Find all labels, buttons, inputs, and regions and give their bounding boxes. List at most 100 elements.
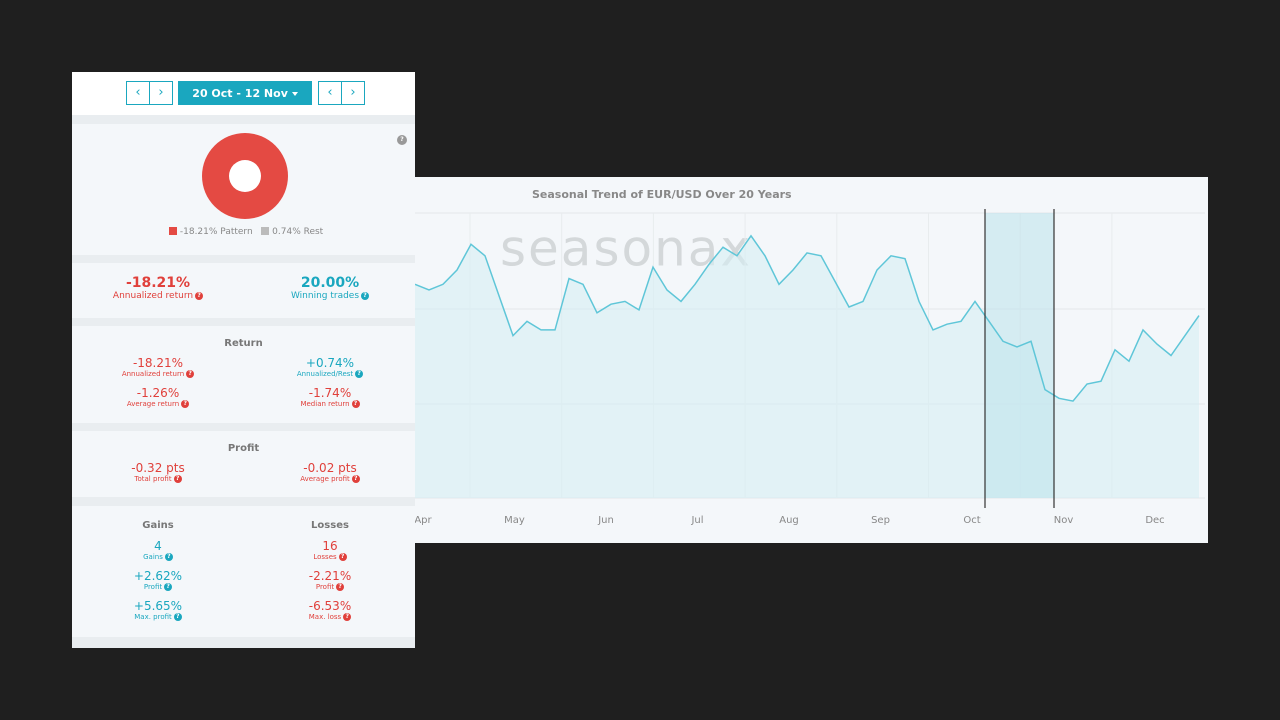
stat-label-text: Total profit <box>134 475 172 483</box>
prev-button[interactable]: ‹ <box>318 81 342 105</box>
stat-label-text: Profit <box>143 583 163 591</box>
stats-panel: ‹ › 20 Oct - 12 Nov ‹ › ? -18.21% Patter… <box>72 72 415 648</box>
stat: 16 Losses? <box>244 539 416 561</box>
help-icon[interactable]: ? <box>361 291 370 300</box>
x-tick-label: Jun <box>597 515 614 526</box>
stat-value: -2.21% <box>308 569 352 583</box>
stat-label-text: Winning trades <box>290 291 360 301</box>
stat-label-text: Annualized return <box>112 291 194 301</box>
help-icon[interactable]: ? <box>351 400 360 408</box>
stat: +5.65% Max. profit? <box>72 599 244 621</box>
legend-label: 0.74% Rest <box>272 227 324 237</box>
stat-label: Total profit? <box>72 475 244 483</box>
stat-label: Annualized return? <box>72 291 244 301</box>
gains-losses-section: Gains Losses 4 Gains? 16 Losses? +2.62% Profit?… <box>72 506 415 637</box>
help-icon[interactable]: ? <box>397 135 407 145</box>
stat-label: Winning trades? <box>244 291 416 301</box>
nav-bar: ‹ › 20 Oct - 12 Nov ‹ › <box>72 72 415 115</box>
stat-label-text: Average profit <box>300 475 350 483</box>
help-icon[interactable]: ? <box>173 475 182 483</box>
stat: -18.21% Annualized return? <box>72 275 244 301</box>
stat-value: 4 <box>154 539 162 553</box>
x-tick-label: May <box>504 515 525 526</box>
stat-label-text: Average return <box>126 400 180 408</box>
stat: -18.21% Annualized return? <box>72 356 244 378</box>
stat-label: Average profit? <box>244 475 416 483</box>
stat-value: -1.74% <box>308 386 352 400</box>
return-section: Return -18.21% Annualized return? +0.74% Ann… <box>72 326 415 423</box>
x-tick-label: Dec <box>1145 515 1164 526</box>
stat-value: -1.26% <box>136 386 180 400</box>
chart: Seasonal Trend of EUR/USD Over 20 Years … <box>415 177 1208 543</box>
stat-value: 16 <box>322 539 338 553</box>
stat-label: Gains? <box>72 553 244 561</box>
help-icon[interactable]: ? <box>355 370 364 378</box>
x-tick-label: Oct <box>963 515 980 526</box>
legend-swatch <box>169 227 177 235</box>
x-tick-label: Apr <box>415 515 433 526</box>
stat-label: Annualized/Rest? <box>244 370 416 378</box>
help-icon[interactable]: ? <box>336 583 345 591</box>
stat-label: Profit? <box>244 583 416 591</box>
chart-title: Seasonal Trend of EUR/USD Over 20 Years <box>532 188 792 201</box>
section-title: Gains <box>142 520 174 531</box>
stat-label-text: Annualized return <box>121 370 185 378</box>
summary-section: -18.21% Annualized return? 20.00% Winning t… <box>72 263 415 318</box>
stat-label: Max. profit? <box>72 613 244 621</box>
stat: 4 Gains? <box>72 539 244 561</box>
donut-legend: -18.21% Pattern 0.74% Rest <box>169 227 323 237</box>
x-tick-label: Nov <box>1054 515 1074 526</box>
stat: -0.02 pts Average profit? <box>244 461 416 483</box>
stat-value: 20.00% <box>300 275 360 291</box>
range-label: 20 Oct - 12 Nov <box>192 87 288 100</box>
stat-value: -0.02 pts <box>303 461 357 475</box>
prev-button[interactable]: ‹ <box>126 81 150 105</box>
stat-value: -18.21% <box>132 356 184 370</box>
stat-value: +2.62% <box>133 569 183 583</box>
stat-label-text: Median return <box>300 400 350 408</box>
stat-label-text: Losses <box>313 553 337 561</box>
x-tick-label: Jul <box>690 515 703 526</box>
stat-value: -0.32 pts <box>131 461 185 475</box>
help-icon[interactable]: ? <box>164 583 173 591</box>
stat: -6.53% Max. loss? <box>244 599 416 621</box>
next-button[interactable]: › <box>341 81 365 105</box>
donut <box>202 133 288 219</box>
stat: -1.74% Median return? <box>244 386 416 408</box>
donut-hole <box>229 160 261 192</box>
pattern-highlight <box>985 213 1054 498</box>
stat-label-text: Max. loss <box>308 613 342 621</box>
help-icon[interactable]: ? <box>186 370 195 378</box>
stat-label: Max. loss? <box>244 613 416 621</box>
legend-swatch <box>261 227 270 235</box>
stat: 20.00% Winning trades? <box>244 275 416 301</box>
stat-label: Profit? <box>72 583 244 591</box>
line <box>415 234 1200 402</box>
help-icon[interactable]: ? <box>173 613 182 621</box>
help-icon[interactable]: ? <box>195 291 204 300</box>
stat: -2.21% Profit? <box>244 569 416 591</box>
section-title: Profit <box>227 443 260 454</box>
section-title: Return <box>224 338 263 349</box>
stat-label: Annualized return? <box>72 370 244 378</box>
range-button[interactable]: 20 Oct - 12 Nov <box>178 81 312 105</box>
help-icon[interactable]: ? <box>351 475 360 483</box>
help-icon[interactable]: ? <box>164 553 173 561</box>
help-icon[interactable]: ? <box>343 613 352 621</box>
stat-label-text: Profit <box>315 583 335 591</box>
section-title: Losses <box>311 520 349 531</box>
x-tick-label: Aug <box>779 515 799 526</box>
stat: +2.62% Profit? <box>72 569 244 591</box>
stat-label: Average return? <box>72 400 244 408</box>
x-tick-label: Sep <box>871 515 890 526</box>
legend-label: -18.21% Pattern <box>179 227 253 237</box>
help-icon[interactable]: ? <box>338 553 347 561</box>
next-button[interactable]: › <box>149 81 173 105</box>
stat-value: +0.74% <box>305 356 355 370</box>
help-icon[interactable]: ? <box>181 400 190 408</box>
stat-value: -18.21% <box>125 275 191 291</box>
stat-value: -6.53% <box>308 599 352 613</box>
caret <box>291 92 298 99</box>
stat: +0.74% Annualized/Rest? <box>244 356 416 378</box>
